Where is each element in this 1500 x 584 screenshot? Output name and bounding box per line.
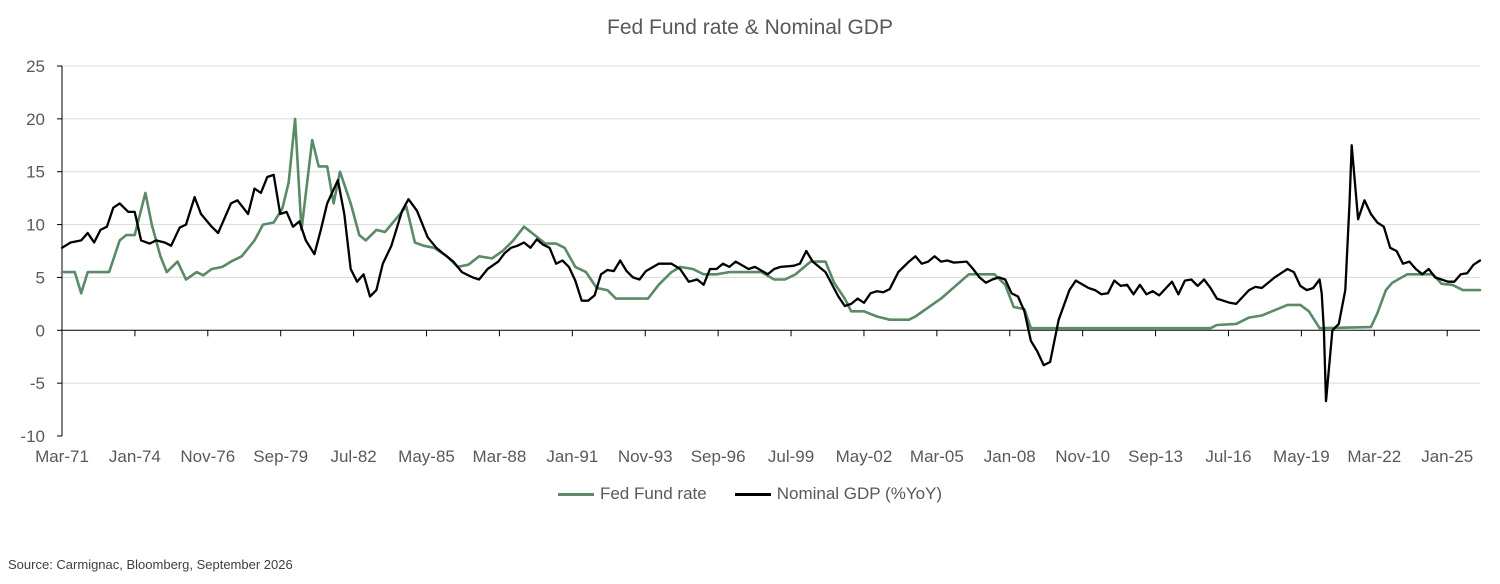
source-note: Source: Carmignac, Bloomberg, September … — [8, 557, 293, 572]
legend-label-fed-fund-rate: Fed Fund rate — [599, 484, 707, 503]
x-tick-label: Sep-13 — [1128, 447, 1183, 466]
x-tick-label: Jan-74 — [109, 447, 161, 466]
x-tick-label: May-02 — [836, 447, 893, 466]
y-tick-label: 5 — [36, 268, 45, 287]
y-tick-label: -10 — [20, 427, 45, 446]
y-tick-label: 0 — [36, 321, 45, 340]
x-tick-label: Mar-71 — [35, 447, 89, 466]
axes — [57, 65, 1480, 437]
grid-lines — [62, 65, 1480, 384]
y-tick-label: 20 — [26, 110, 45, 129]
series-line-fed-fund-rate — [60, 117, 1482, 330]
x-tick-label: Jul-82 — [330, 447, 376, 466]
x-tick-label: May-85 — [398, 447, 455, 466]
series-line-nominal-gdp — [60, 144, 1482, 403]
legend-swatch-nominal-gdp — [734, 492, 771, 496]
legend-swatch-fed-fund-rate — [557, 492, 594, 496]
x-tick-label: Nov-93 — [618, 447, 673, 466]
x-tick-label: Jul-16 — [1205, 447, 1251, 466]
legend-label-nominal-gdp: Nominal GDP (%YoY) — [776, 484, 943, 503]
x-tick-label: Mar-88 — [472, 447, 526, 466]
x-tick-label: Nov-76 — [180, 447, 235, 466]
x-tick-label: May-19 — [1273, 447, 1330, 466]
y-tick-label: 15 — [26, 163, 45, 182]
legend-item-nominal-gdp: Nominal GDP (%YoY) — [734, 484, 943, 504]
series-lines — [60, 117, 1482, 403]
y-tick-label: 25 — [26, 57, 45, 76]
x-tick-label: Sep-79 — [253, 447, 308, 466]
x-tick-label: Nov-10 — [1055, 447, 1110, 466]
x-tick-label: Jul-99 — [768, 447, 814, 466]
x-tick-label: Sep-96 — [691, 447, 746, 466]
legend: Fed Fund rate Nominal GDP (%YoY) — [0, 484, 1500, 504]
chart-title: Fed Fund rate & Nominal GDP — [607, 16, 893, 39]
y-tick-label: 10 — [26, 216, 45, 235]
x-tick-label: Jan-91 — [546, 447, 598, 466]
x-tick-label: Mar-22 — [1347, 447, 1401, 466]
x-tick-label: Mar-05 — [910, 447, 964, 466]
legend-item-fed-fund-rate: Fed Fund rate — [557, 484, 707, 504]
x-tick-label: Jan-25 — [1421, 447, 1473, 466]
y-tick-label: -5 — [30, 374, 45, 393]
x-tick-label: Jan-08 — [984, 447, 1036, 466]
